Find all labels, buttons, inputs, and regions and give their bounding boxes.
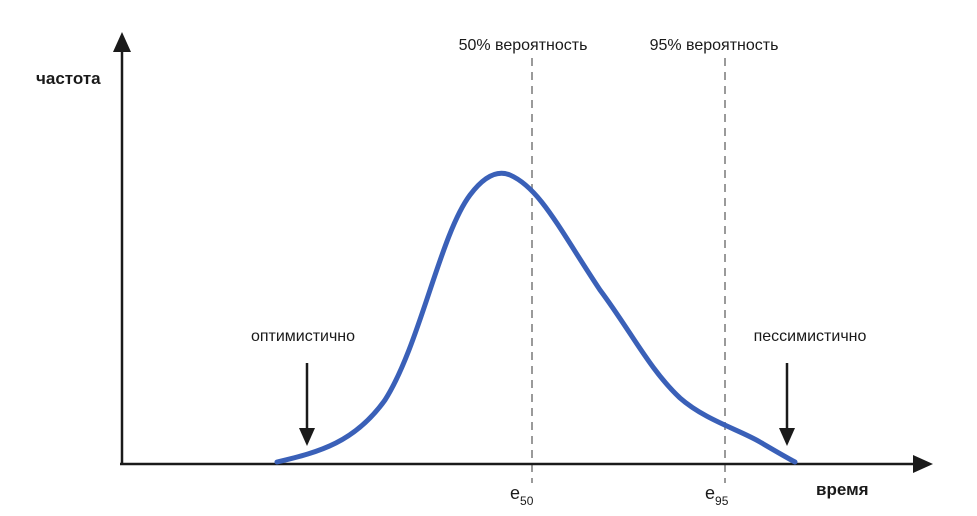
pessimistic-down-arrow-icon bbox=[779, 428, 795, 446]
y-axis-label: частота bbox=[36, 69, 101, 88]
distribution-curve bbox=[274, 170, 798, 465]
pessimistic-label: пессимистично bbox=[754, 328, 867, 345]
p95-label: 95% вероятность bbox=[650, 37, 779, 54]
e95-label: e95 bbox=[705, 483, 729, 508]
p50-label: 50% вероятность bbox=[459, 37, 588, 54]
e50-base: e bbox=[510, 483, 520, 503]
x-axis-arrowhead-icon bbox=[913, 455, 933, 473]
e95-base: e bbox=[705, 483, 715, 503]
x-axis-label: время bbox=[816, 480, 869, 499]
optimistic-label: оптимистично bbox=[251, 328, 355, 345]
y-axis-arrowhead-icon bbox=[113, 32, 131, 52]
e95-subscript: 95 bbox=[715, 494, 729, 508]
optimistic-down-arrow-icon bbox=[299, 428, 315, 446]
e50-label: e50 bbox=[510, 483, 534, 508]
e50-subscript: 50 bbox=[520, 494, 534, 508]
